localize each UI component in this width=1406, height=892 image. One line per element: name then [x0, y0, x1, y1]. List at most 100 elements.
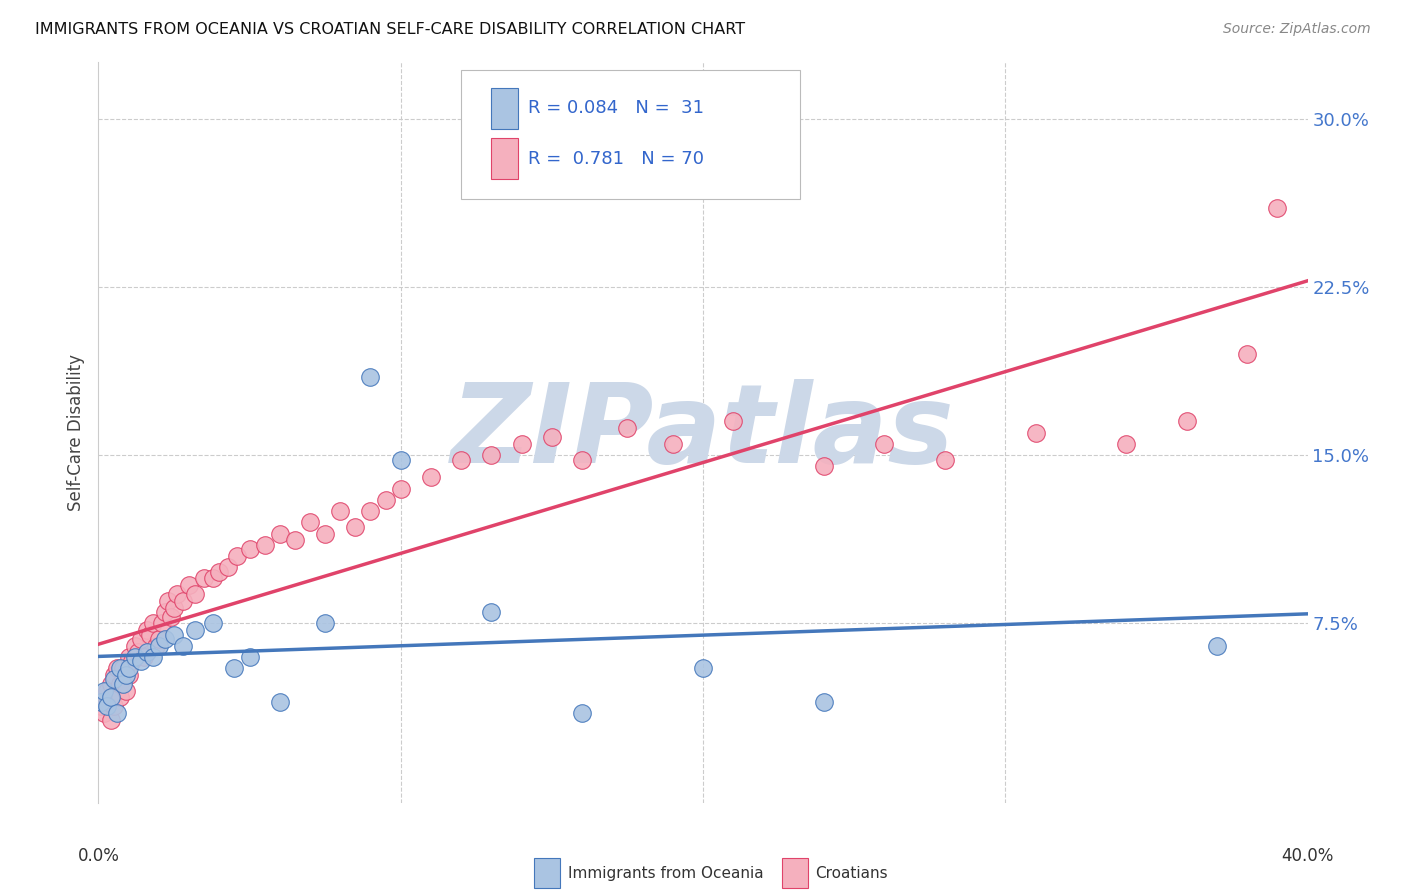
- Point: [153, 632, 176, 646]
- Text: 40.0%: 40.0%: [1281, 847, 1334, 865]
- Point: [269, 526, 291, 541]
- Point: [93, 706, 115, 720]
- Point: [103, 668, 125, 682]
- Point: [813, 695, 835, 709]
- Text: 0.0%: 0.0%: [77, 847, 120, 865]
- Point: [118, 661, 141, 675]
- Point: [160, 609, 183, 624]
- Point: [111, 677, 134, 691]
- Point: [100, 713, 122, 727]
- Bar: [534, 858, 561, 888]
- Point: [129, 655, 152, 669]
- Point: [253, 538, 276, 552]
- Point: [105, 706, 128, 720]
- Point: [111, 661, 134, 675]
- Point: [108, 661, 131, 675]
- Point: [481, 605, 503, 619]
- Point: [93, 683, 115, 698]
- Point: [156, 594, 179, 608]
- Point: [105, 661, 128, 675]
- Point: [374, 492, 396, 507]
- Point: [1236, 347, 1258, 361]
- Point: [114, 668, 136, 682]
- Point: [450, 452, 472, 467]
- Point: [150, 616, 173, 631]
- Point: [103, 673, 125, 687]
- Point: [108, 677, 131, 691]
- Point: [329, 504, 352, 518]
- Point: [105, 683, 128, 698]
- Point: [360, 369, 382, 384]
- Point: [284, 533, 307, 548]
- Point: [269, 695, 291, 709]
- Point: [118, 668, 141, 682]
- Point: [118, 650, 141, 665]
- Point: [135, 623, 157, 637]
- Point: [226, 549, 249, 563]
- Text: IMMIGRANTS FROM OCEANIA VS CROATIAN SELF-CARE DISABILITY CORRELATION CHART: IMMIGRANTS FROM OCEANIA VS CROATIAN SELF…: [35, 22, 745, 37]
- Point: [145, 639, 167, 653]
- Point: [108, 690, 131, 705]
- Point: [100, 677, 122, 691]
- Point: [202, 616, 225, 631]
- Point: [127, 645, 149, 659]
- Point: [314, 526, 336, 541]
- Point: [314, 616, 336, 631]
- Point: [193, 571, 215, 585]
- Point: [90, 695, 112, 709]
- Point: [121, 655, 143, 669]
- Point: [148, 639, 170, 653]
- Point: [184, 623, 207, 637]
- Point: [813, 459, 835, 474]
- Point: [1206, 639, 1229, 653]
- Point: [132, 650, 155, 665]
- Text: Croatians: Croatians: [815, 865, 889, 880]
- Text: ZIPatlas: ZIPatlas: [451, 379, 955, 486]
- Point: [661, 437, 683, 451]
- Point: [571, 706, 593, 720]
- Point: [139, 627, 162, 641]
- Point: [103, 699, 125, 714]
- Point: [540, 430, 562, 444]
- Point: [692, 661, 714, 675]
- Point: [616, 421, 638, 435]
- Y-axis label: Self-Care Disability: Self-Care Disability: [67, 354, 86, 511]
- Point: [571, 452, 593, 467]
- Point: [1267, 201, 1289, 215]
- Point: [481, 448, 503, 462]
- Text: R =  0.781   N = 70: R = 0.781 N = 70: [527, 150, 703, 168]
- Point: [111, 673, 134, 687]
- Point: [100, 690, 122, 705]
- Text: Source: ZipAtlas.com: Source: ZipAtlas.com: [1223, 22, 1371, 37]
- Point: [142, 650, 165, 665]
- Point: [142, 616, 165, 631]
- Point: [172, 639, 194, 653]
- Point: [510, 437, 533, 451]
- Point: [172, 594, 194, 608]
- Point: [124, 650, 146, 665]
- Point: [163, 627, 186, 641]
- Point: [217, 560, 239, 574]
- Bar: [492, 88, 517, 128]
- Point: [129, 632, 152, 646]
- Bar: [492, 138, 517, 179]
- Point: [389, 452, 412, 467]
- Point: [184, 587, 207, 601]
- Point: [239, 542, 262, 557]
- Point: [934, 452, 956, 467]
- FancyBboxPatch shape: [461, 70, 800, 200]
- Point: [96, 699, 118, 714]
- Point: [239, 650, 262, 665]
- Point: [208, 565, 231, 579]
- Point: [1024, 425, 1046, 440]
- Point: [344, 520, 367, 534]
- Point: [135, 645, 157, 659]
- Bar: [782, 858, 808, 888]
- Point: [389, 482, 412, 496]
- Text: Immigrants from Oceania: Immigrants from Oceania: [568, 865, 763, 880]
- Point: [148, 632, 170, 646]
- Point: [873, 437, 896, 451]
- Point: [96, 695, 118, 709]
- Point: [420, 470, 443, 484]
- Point: [360, 504, 382, 518]
